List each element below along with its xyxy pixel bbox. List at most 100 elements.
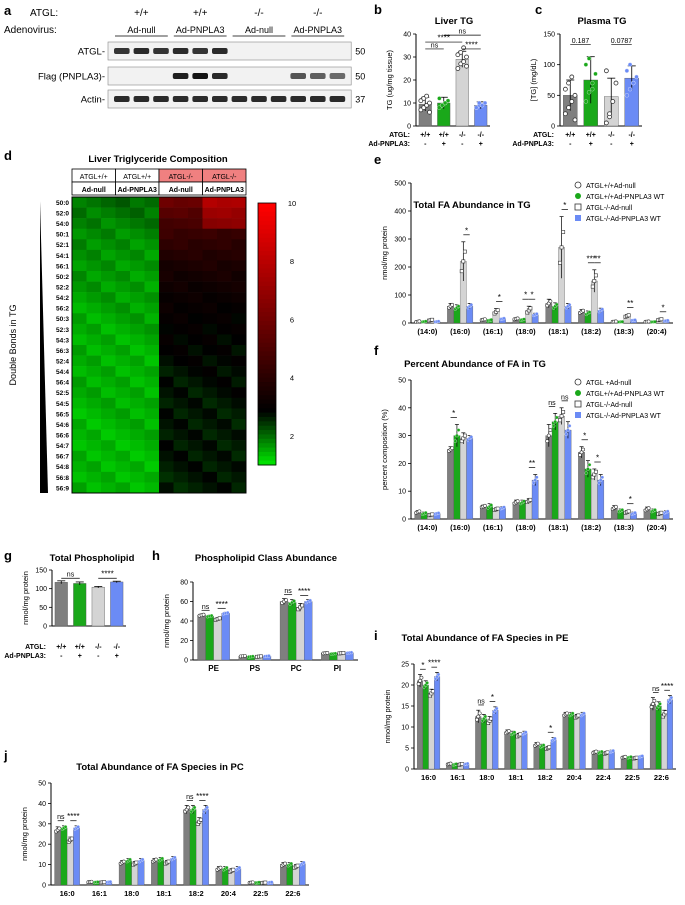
f-category-label: (18:2) [581, 523, 602, 532]
d-heatmap-cell [144, 323, 160, 335]
d-heatmap-cell [115, 450, 131, 462]
h-data-point [209, 613, 214, 618]
b-row2-value: + [442, 141, 446, 148]
d-heatmap-cell [159, 313, 174, 325]
d-heatmap-cell [202, 271, 218, 282]
d-row-label: 50:0 [56, 200, 69, 207]
f-data-point [417, 509, 422, 514]
e-ytick-label: 100 [394, 293, 406, 300]
i-category-label: 16:0 [421, 773, 436, 782]
j-ytick-label: 40 [38, 801, 46, 808]
d-heatmap-cell [188, 228, 203, 240]
f-data-point [495, 506, 500, 511]
d-heatmap-cell [130, 271, 145, 282]
d-heatmap-cell [231, 355, 247, 367]
h-data-point [308, 598, 312, 603]
j-ytick-label: 50 [38, 781, 46, 788]
a-blot-band [172, 73, 189, 79]
a-blot-band [212, 73, 228, 79]
a-genotype-label: -/- [254, 8, 263, 19]
d-heatmap-cell [101, 281, 116, 293]
e-data-point [436, 319, 441, 324]
b-data-point [482, 100, 488, 106]
d-heatmap-cell [144, 408, 160, 420]
d-heatmap-cell [188, 450, 203, 462]
j-ytick-label: 20 [38, 842, 46, 849]
f-data-point [558, 418, 562, 423]
g-panel-letter: g [4, 548, 12, 563]
d-heatmap-cell [188, 292, 203, 304]
j-data-point [302, 860, 306, 865]
d-heatmap-cell [101, 419, 116, 430]
d-heatmap-cell [231, 197, 247, 208]
d-heatmap-cell [173, 228, 189, 240]
j-category-label: 16:1 [92, 889, 107, 898]
e-data-point [613, 319, 618, 324]
d-colorbar-segment [258, 290, 276, 296]
d-heatmap-cell [101, 387, 116, 399]
f-data-point [553, 419, 557, 424]
d-heatmap-cell [173, 419, 189, 430]
d-row-label: 52:2 [56, 285, 69, 292]
a-panel-letter: a [4, 3, 12, 18]
a-virus-label: Ad-PNPLA3 [176, 25, 225, 35]
d-colorbar-segment [258, 390, 276, 396]
j-data-point [128, 857, 132, 862]
i-panel-letter: i [374, 628, 378, 643]
a-blot-band [172, 96, 189, 102]
h-bar [205, 615, 214, 661]
d-heatmap-cell [231, 440, 247, 452]
h-bar [279, 601, 289, 661]
d-heatmap-cell [231, 323, 247, 335]
d-heatmap-cell [72, 302, 87, 314]
b-data-point [442, 100, 448, 106]
b-sig-label: ns [459, 29, 467, 36]
j-sig-label: **** [67, 812, 79, 821]
g-bar [73, 583, 87, 627]
d-heatmap-cell [188, 397, 203, 409]
e-data-point [482, 317, 487, 322]
d-heatmap-cell [202, 207, 218, 219]
e-data-point [450, 302, 455, 307]
i-bar [515, 735, 522, 770]
d-heatmap-cell [173, 387, 189, 399]
d-heatmap-cell [217, 387, 232, 399]
d-heatmap-cell [101, 366, 116, 378]
d-heatmap-cell [86, 228, 102, 240]
d-heatmap-cell [115, 271, 131, 282]
d-heatmap-cell [101, 440, 116, 452]
e-data-point [535, 312, 539, 316]
i-category-label: 22:6 [654, 773, 669, 782]
f-bar [459, 438, 467, 520]
f-legend-label: ATGL +Ad-null [586, 380, 632, 387]
d-heatmap-cell [159, 376, 174, 388]
c-data-point [566, 105, 571, 110]
c-data-point [610, 99, 616, 104]
d-colorbar-segment [258, 377, 276, 383]
e-data-point [469, 303, 474, 307]
d-heatmap-cell [159, 482, 174, 494]
c-sig-label: 0.187 [572, 38, 590, 45]
d-colorbar-segment [258, 242, 276, 248]
e-data-point [461, 259, 466, 264]
d-heatmap-cell [101, 482, 116, 494]
d-heatmap-cell [72, 419, 87, 430]
j-data-point [237, 865, 242, 870]
d-title: Liver Triglyceride Composition [88, 154, 228, 165]
i-data-point [651, 702, 655, 706]
d-heatmap-cell [231, 249, 247, 261]
d-heatmap-cell [144, 376, 160, 388]
d-heatmap-cell [101, 323, 116, 335]
i-data-point [430, 689, 435, 694]
c-data-point [586, 90, 592, 95]
i-ylabel: nmol/mg protein [383, 690, 392, 744]
d-heatmap-cell [159, 239, 174, 251]
e-legend-marker [574, 181, 582, 189]
a-blot-band [251, 96, 267, 102]
d-heatmap-cell [188, 239, 203, 251]
d-heatmap-cell [72, 376, 87, 388]
i-data-point [419, 675, 424, 680]
a-blot-label: Actin- [81, 95, 105, 106]
i-sig-label: **** [428, 659, 440, 668]
d-heatmap-cell [188, 419, 203, 430]
